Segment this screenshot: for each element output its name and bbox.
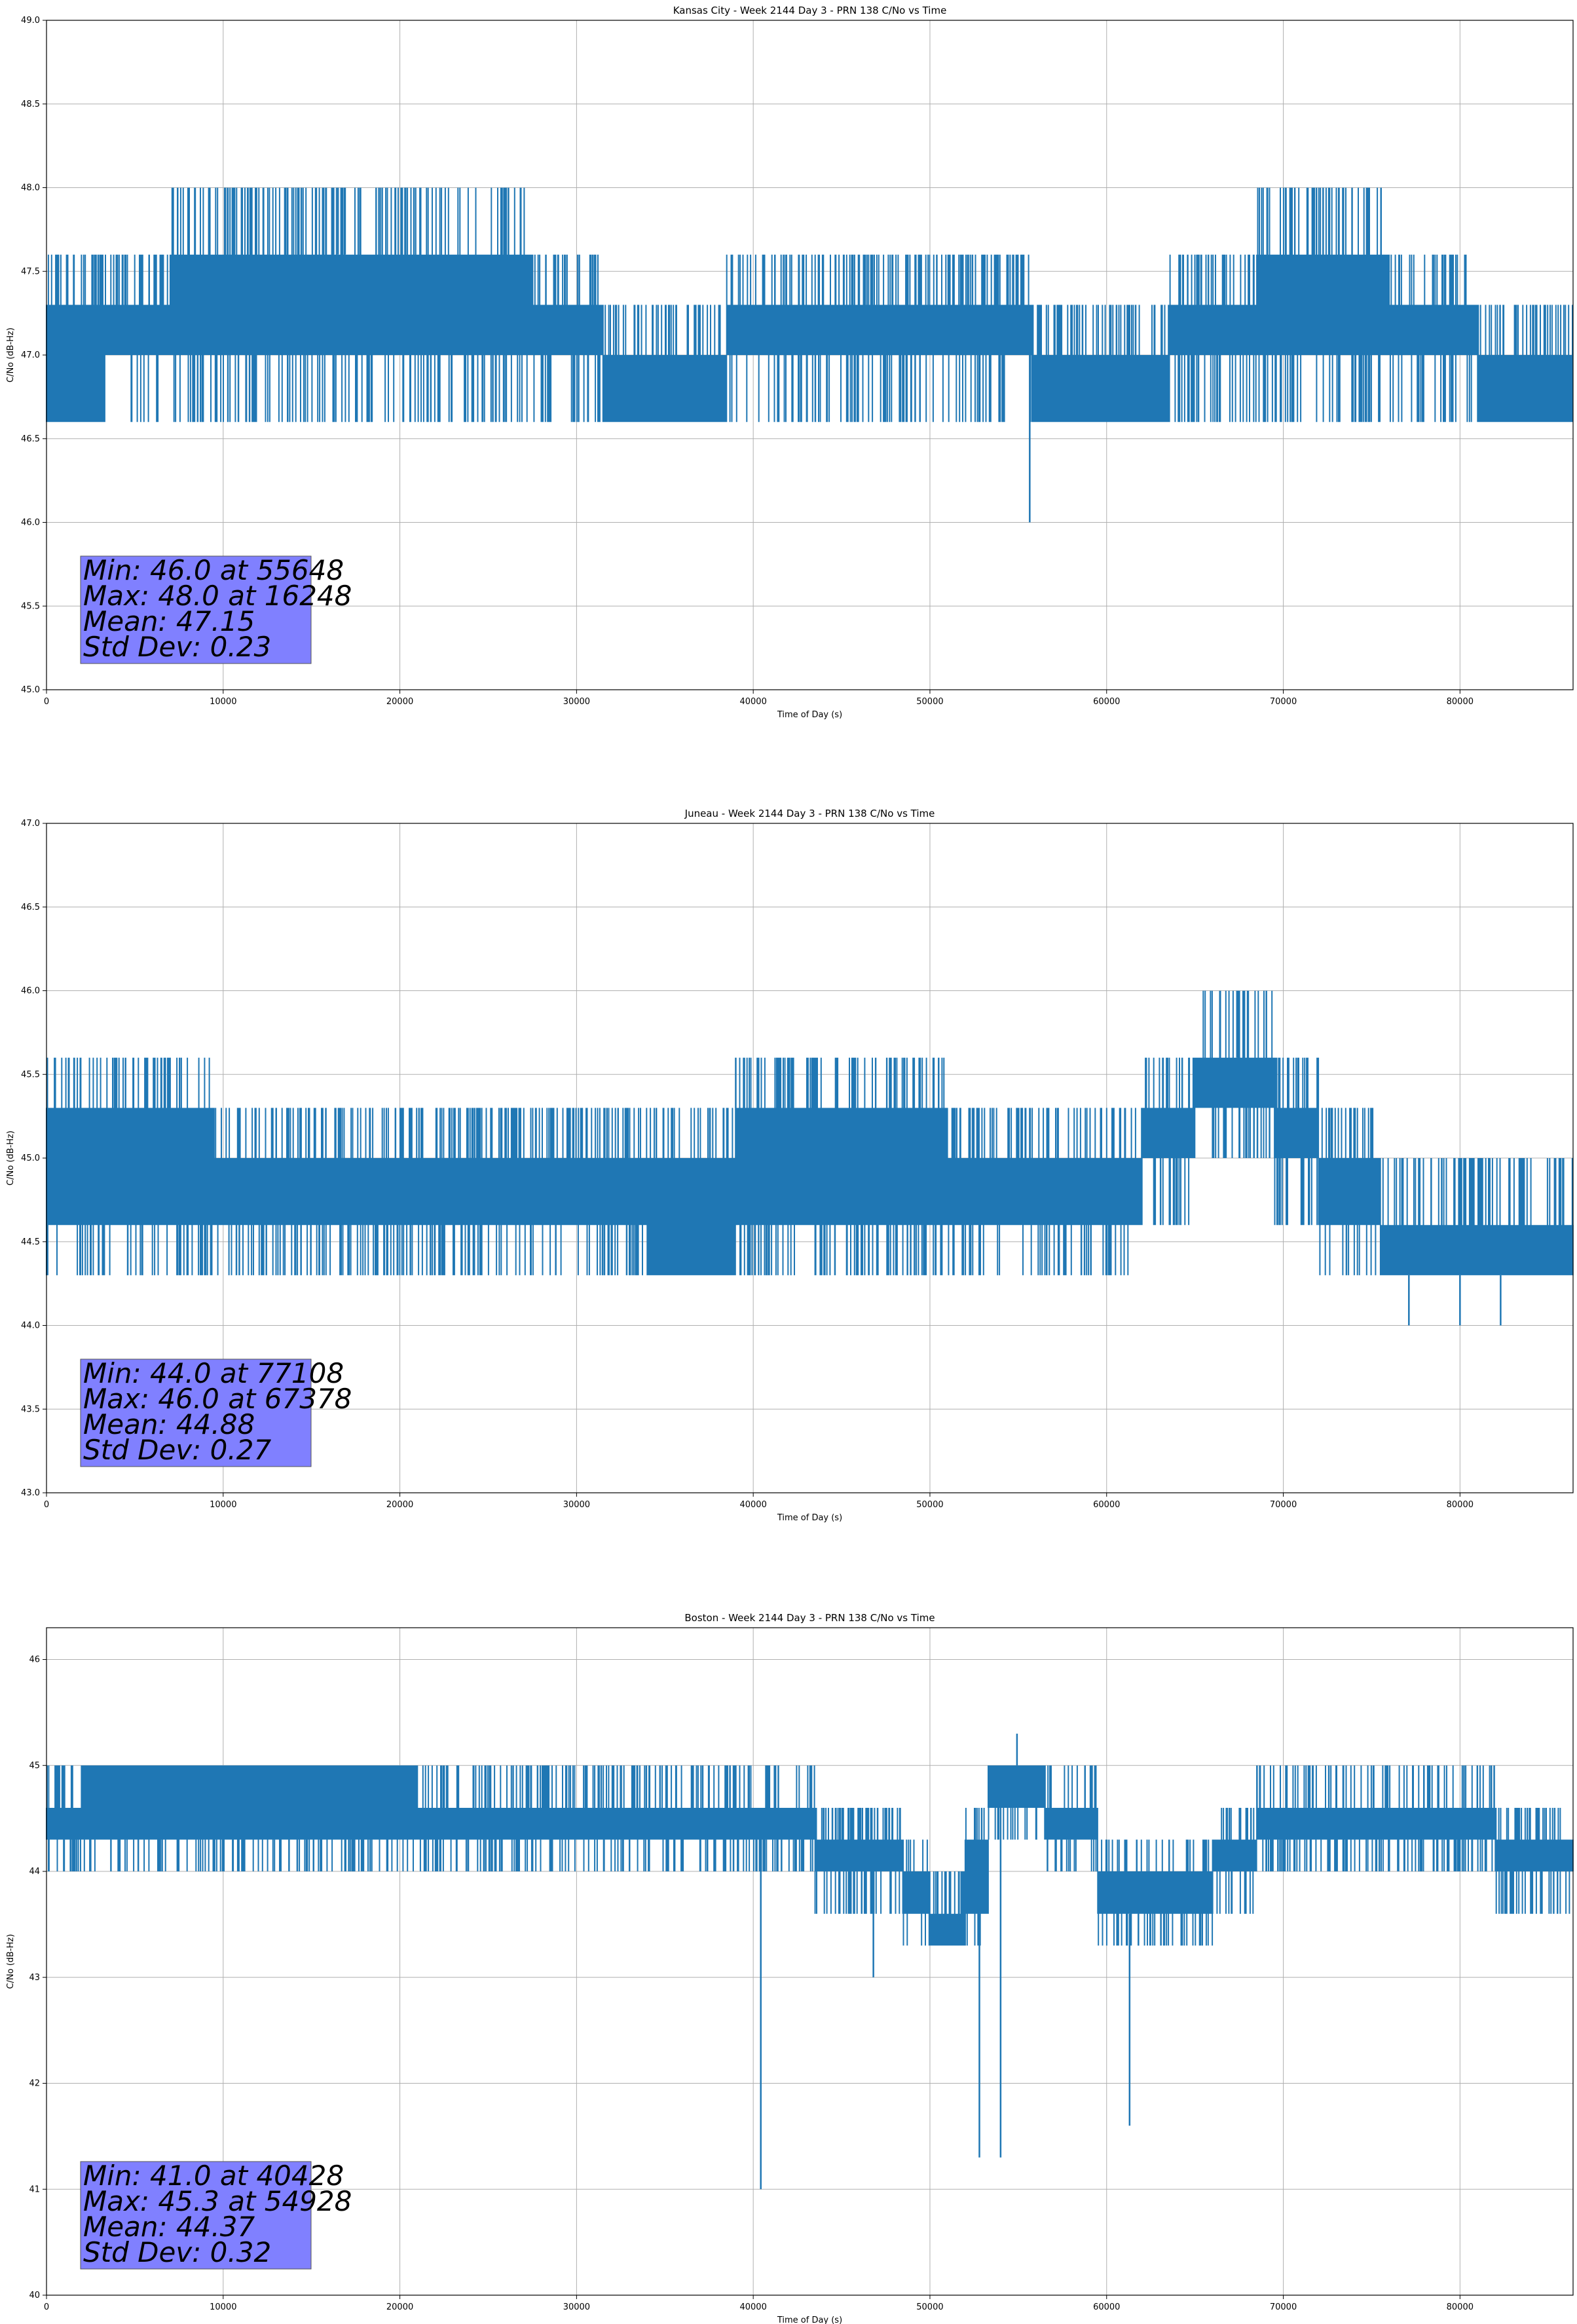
y-tick-label: 45.5 xyxy=(21,1070,40,1079)
stats-max: Max: 45.3 at 54928 xyxy=(83,2185,352,2217)
stats-min: Min: 46.0 at 55648 xyxy=(83,554,344,586)
x-tick-label: 50000 xyxy=(916,2302,943,2312)
y-tick-label: 44 xyxy=(29,1867,40,1877)
x-tick-label: 20000 xyxy=(386,2302,413,2312)
x-tick-label: 40000 xyxy=(739,2302,766,2312)
stats-mean: Mean: 47.15 xyxy=(83,605,255,637)
y-axis-label: C/No (dB-Hz) xyxy=(6,1934,16,1989)
x-tick-label: 80000 xyxy=(1447,1500,1474,1510)
y-tick-label: 46 xyxy=(29,1655,40,1665)
x-tick-label: 80000 xyxy=(1447,697,1474,707)
y-tick-label: 43.5 xyxy=(21,1404,40,1414)
x-tick-label: 50000 xyxy=(916,1500,943,1510)
y-tick-label: 48.0 xyxy=(21,183,40,193)
stats-box xyxy=(80,555,312,664)
x-tick-label: 0 xyxy=(44,1500,49,1510)
x-tick-label: 10000 xyxy=(210,1500,236,1510)
chart-title: Kansas City - Week 2144 Day 3 - PRN 138 … xyxy=(673,5,947,16)
x-tick-label: 10000 xyxy=(210,2302,236,2312)
stats-box xyxy=(80,1359,312,1467)
y-tick-label: 43 xyxy=(29,1973,40,1983)
x-tick-label: 20000 xyxy=(386,1500,413,1510)
y-tick-label: 46.0 xyxy=(21,518,40,528)
y-axis-label: C/No (dB-Hz) xyxy=(6,328,16,383)
y-tick-label: 49.0 xyxy=(21,16,40,26)
y-tick-label: 44.5 xyxy=(21,1237,40,1247)
y-tick-label: 43.0 xyxy=(21,1488,40,1498)
y-axis-label: C/No (dB-Hz) xyxy=(6,1131,16,1186)
axes-frame xyxy=(46,1627,1574,2296)
chart-panel-3: 0 10000 20000 30000 40000 50000 60000 70000 8000… xyxy=(6,1612,1574,2324)
y-tick-label: 40 xyxy=(29,2291,40,2300)
y-tick-label: 47.5 xyxy=(21,267,40,276)
x-tick-label: 60000 xyxy=(1093,697,1120,707)
y-tick-label: 45.5 xyxy=(21,601,40,611)
y-tick-label: 41 xyxy=(29,2184,40,2194)
y-tick-label: 46.5 xyxy=(21,434,40,444)
x-axis-label: Time of Day (s) xyxy=(777,710,842,720)
stats-mean: Mean: 44.37 xyxy=(83,2211,255,2243)
x-tick-label: 30000 xyxy=(563,1500,590,1510)
y-tick-label: 45.0 xyxy=(21,685,40,695)
x-tick-label: 30000 xyxy=(563,697,590,707)
x-axis-label: Time of Day (s) xyxy=(777,1513,842,1523)
y-tick-label: 42 xyxy=(29,2079,40,2089)
x-tick-label: 80000 xyxy=(1447,2302,1474,2312)
stats-max: Max: 48.0 at 16248 xyxy=(83,580,352,612)
x-tick-label: 40000 xyxy=(739,697,766,707)
y-tick-label: 45 xyxy=(29,1761,40,1771)
stats-mean: Mean: 44.88 xyxy=(83,1408,255,1440)
x-tick-label: 70000 xyxy=(1270,1500,1297,1510)
x-tick-label: 60000 xyxy=(1093,2302,1120,2312)
y-tick-label: 47.0 xyxy=(21,819,40,829)
x-tick-label: 0 xyxy=(44,2302,49,2312)
x-tick-label: 50000 xyxy=(916,697,943,707)
cno-series-band xyxy=(46,990,1574,1275)
x-tick-label: 30000 xyxy=(563,2302,590,2312)
stats-max: Max: 46.0 at 67378 xyxy=(83,1383,352,1415)
x-tick-label: 40000 xyxy=(739,1500,766,1510)
stats-min: Min: 44.0 at 77108 xyxy=(83,1357,344,1389)
stats-box xyxy=(80,2161,312,2270)
chart-title: Juneau - Week 2144 Day 3 - PRN 138 C/No … xyxy=(684,808,935,819)
stats-std-dev: Std Dev: 0.27 xyxy=(83,1434,271,1466)
y-tick-label: 46.5 xyxy=(21,903,40,912)
x-tick-label: 20000 xyxy=(386,697,413,707)
stats-std-dev: Std Dev: 0.32 xyxy=(83,2236,271,2268)
y-tick-label: 45.0 xyxy=(21,1153,40,1163)
chart-panel-1: 0 10000 20000 30000 40000 50000 60000 70000 8000… xyxy=(6,5,1574,720)
chart-title: Boston - Week 2144 Day 3 - PRN 138 C/No … xyxy=(684,1612,935,1624)
x-tick-label: 10000 xyxy=(210,697,236,707)
x-tick-label: 70000 xyxy=(1270,697,1297,707)
x-tick-label: 60000 xyxy=(1093,1500,1120,1510)
chart-panel-2: 0 10000 20000 30000 40000 50000 60000 70000 8000… xyxy=(6,808,1574,1523)
y-tick-label: 44.0 xyxy=(21,1321,40,1331)
x-tick-label: 0 xyxy=(44,697,49,707)
stats-std-dev: Std Dev: 0.23 xyxy=(83,631,271,663)
y-tick-label: 47.0 xyxy=(21,350,40,360)
y-tick-label: 46.0 xyxy=(21,986,40,996)
y-tick-label: 48.5 xyxy=(21,100,40,109)
cno-series-band xyxy=(46,1765,1574,1946)
cno-series-band xyxy=(46,187,1574,422)
x-axis-label: Time of Day (s) xyxy=(777,2315,842,2324)
x-tick-label: 70000 xyxy=(1270,2302,1297,2312)
stats-min: Min: 41.0 at 40428 xyxy=(83,2160,344,2192)
